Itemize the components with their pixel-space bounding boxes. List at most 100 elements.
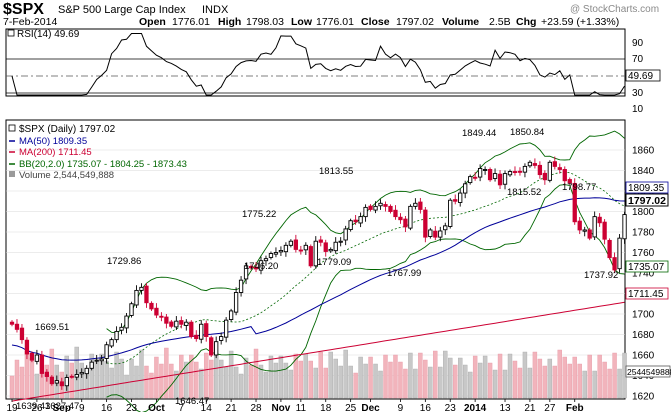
volume-bar: [383, 354, 388, 399]
candle-body: [19, 327, 25, 341]
volume-bar: [358, 356, 363, 399]
ma200-line: [11, 301, 625, 402]
tag-bb-low: [625, 260, 669, 273]
candle-body: [418, 201, 423, 210]
candle-body: [268, 253, 274, 258]
candle-body: [94, 359, 99, 362]
volume-bar: [512, 360, 518, 399]
volume-bar: [14, 359, 20, 399]
volume-bar: [204, 352, 209, 399]
volume-bar: [547, 358, 553, 399]
volume-bar: [49, 348, 55, 399]
index-name: S&P 500 Large Cap Index: [58, 4, 186, 16]
volume-bar: [537, 358, 543, 399]
volume-bar: [612, 352, 617, 399]
volume-bar: [258, 364, 264, 399]
x-tick-label: Sep: [53, 403, 71, 412]
candle-body: [39, 354, 45, 374]
x-tick-label: 2014: [464, 403, 487, 412]
x-tick-label: Feb: [566, 403, 584, 412]
volume-bar: [328, 351, 333, 399]
volume-bar: [482, 355, 488, 399]
candle-body: [214, 341, 219, 356]
candle-body: [458, 192, 463, 203]
volume-bar: [602, 361, 607, 399]
volume-bar: [453, 364, 458, 399]
candle-body: [433, 230, 438, 238]
candle-body: [139, 286, 144, 291]
candle-body: [298, 249, 303, 252]
volume-bar: [403, 368, 408, 399]
volume-bar: [353, 372, 358, 399]
candle-body: [323, 242, 328, 252]
price-annotation: 1669.51: [35, 322, 69, 333]
volume-bar: [617, 368, 622, 399]
volume-bar: [248, 364, 254, 399]
volume-bar: [238, 373, 244, 399]
volume-value: 2.5B: [489, 16, 511, 28]
price-annotation: 1729.86: [107, 256, 141, 267]
x-tick-label: 26: [31, 403, 43, 412]
x-tick-label: 21: [226, 403, 238, 412]
candle-body: [592, 216, 597, 238]
price-annotation: 1737.92: [584, 270, 618, 281]
candle-body: [507, 171, 513, 176]
volume-bar: [557, 349, 562, 399]
candle-body: [104, 344, 109, 359]
candle-body: [607, 239, 612, 259]
candle-body: [134, 289, 139, 306]
volume-bar: [213, 352, 219, 399]
candle-body: [338, 240, 343, 243]
x-tick-label: Dec: [361, 403, 380, 412]
volume-bar: [94, 360, 99, 399]
volume-bar: [104, 360, 109, 399]
tag-close-text: 1797.02: [628, 195, 666, 207]
rsi-current-tag: [625, 69, 661, 82]
candle-body: [348, 220, 353, 230]
close-value: 1797.02: [396, 16, 434, 28]
tag-ma50: [625, 181, 669, 194]
volume-bar: [542, 365, 548, 399]
volume-bar: [79, 362, 84, 399]
volume-bar: [298, 360, 304, 399]
volume-bar: [527, 367, 533, 399]
candle-body: [482, 169, 488, 171]
volume-bar: [378, 370, 383, 399]
candle-body: [378, 202, 383, 207]
volume-label: Volume: [442, 16, 479, 28]
volume-bar: [29, 357, 35, 399]
candle-body: [463, 183, 468, 194]
x-tick-label: 7: [179, 403, 185, 412]
tag-volume: [625, 365, 671, 378]
price-tick-label: 1780: [632, 228, 655, 239]
volume-bar: [313, 367, 318, 399]
volume-bars: [9, 346, 627, 399]
candle-body: [233, 292, 239, 313]
candle-body: [477, 167, 483, 178]
date-label: 7-Feb-2014: [3, 16, 57, 28]
volume-bar: [428, 366, 433, 399]
price-annotation: 1849.44: [462, 128, 496, 139]
volume-bar: [587, 354, 592, 399]
candle-body: [258, 260, 264, 271]
chart-header: $SPX S&P 500 Large Cap Index INDX @ Stoc…: [3, 1, 659, 28]
candle-body: [502, 173, 508, 185]
candlesticks: [9, 156, 627, 391]
volume-bar: [233, 366, 239, 399]
volume-bar: [472, 355, 478, 399]
candle-body: [373, 205, 378, 211]
volume-bar: [597, 354, 602, 399]
candle-body: [328, 248, 333, 252]
volume-bar: [348, 365, 353, 399]
volume-bar: [303, 353, 309, 399]
rsi-tick-70: 70: [632, 54, 644, 65]
volume-bar: [438, 366, 443, 399]
candle-body: [512, 171, 518, 173]
legend-ma50: MA(50) 1809.35: [19, 136, 87, 147]
volume-bar: [253, 348, 259, 399]
volume-bar: [507, 353, 513, 399]
candle-body: [199, 323, 204, 340]
volume-bar: [19, 366, 25, 399]
volume-bar: [343, 349, 348, 399]
